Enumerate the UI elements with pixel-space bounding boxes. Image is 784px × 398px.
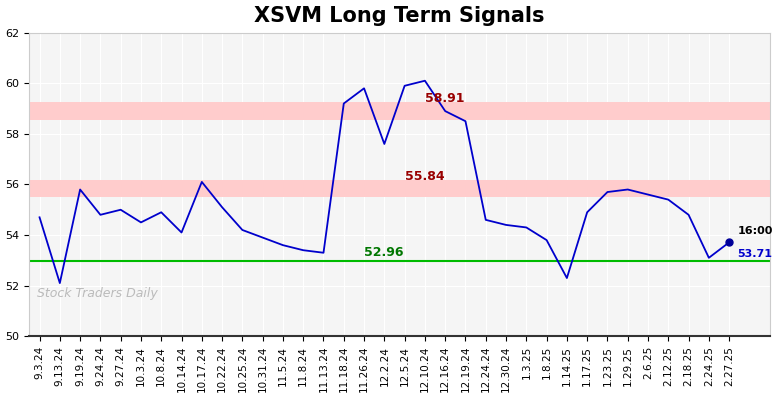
Text: 55.84: 55.84 bbox=[405, 170, 445, 183]
Text: 16:00: 16:00 bbox=[737, 226, 772, 236]
Title: XSVM Long Term Signals: XSVM Long Term Signals bbox=[254, 6, 545, 25]
Bar bbox=[30, 102, 770, 120]
Text: Stock Traders Daily: Stock Traders Daily bbox=[37, 287, 158, 300]
Bar bbox=[30, 179, 770, 197]
Text: 53.71: 53.71 bbox=[737, 249, 772, 259]
Text: 52.96: 52.96 bbox=[364, 246, 404, 259]
Text: 58.91: 58.91 bbox=[425, 92, 464, 105]
